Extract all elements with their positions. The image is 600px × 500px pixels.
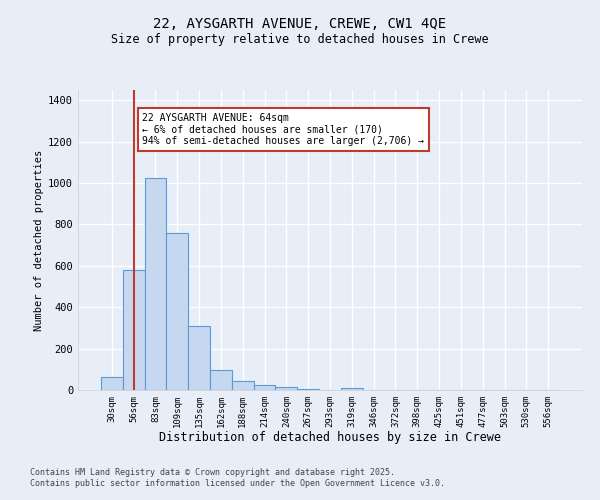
Bar — [297, 388, 319, 390]
Bar — [123, 270, 145, 390]
Bar — [254, 386, 275, 390]
Text: Size of property relative to detached houses in Crewe: Size of property relative to detached ho… — [111, 32, 489, 46]
Text: 22, AYSGARTH AVENUE, CREWE, CW1 4QE: 22, AYSGARTH AVENUE, CREWE, CW1 4QE — [154, 18, 446, 32]
Bar — [210, 370, 232, 390]
Bar — [188, 326, 210, 390]
Bar — [145, 178, 166, 390]
Bar — [101, 376, 123, 390]
Bar — [341, 388, 363, 390]
Bar — [166, 233, 188, 390]
Y-axis label: Number of detached properties: Number of detached properties — [34, 150, 44, 330]
X-axis label: Distribution of detached houses by size in Crewe: Distribution of detached houses by size … — [159, 432, 501, 444]
Bar — [275, 387, 297, 390]
Text: 22 AYSGARTH AVENUE: 64sqm
← 6% of detached houses are smaller (170)
94% of semi-: 22 AYSGARTH AVENUE: 64sqm ← 6% of detach… — [142, 113, 424, 146]
Bar — [232, 380, 254, 390]
Text: Contains HM Land Registry data © Crown copyright and database right 2025.
Contai: Contains HM Land Registry data © Crown c… — [30, 468, 445, 487]
